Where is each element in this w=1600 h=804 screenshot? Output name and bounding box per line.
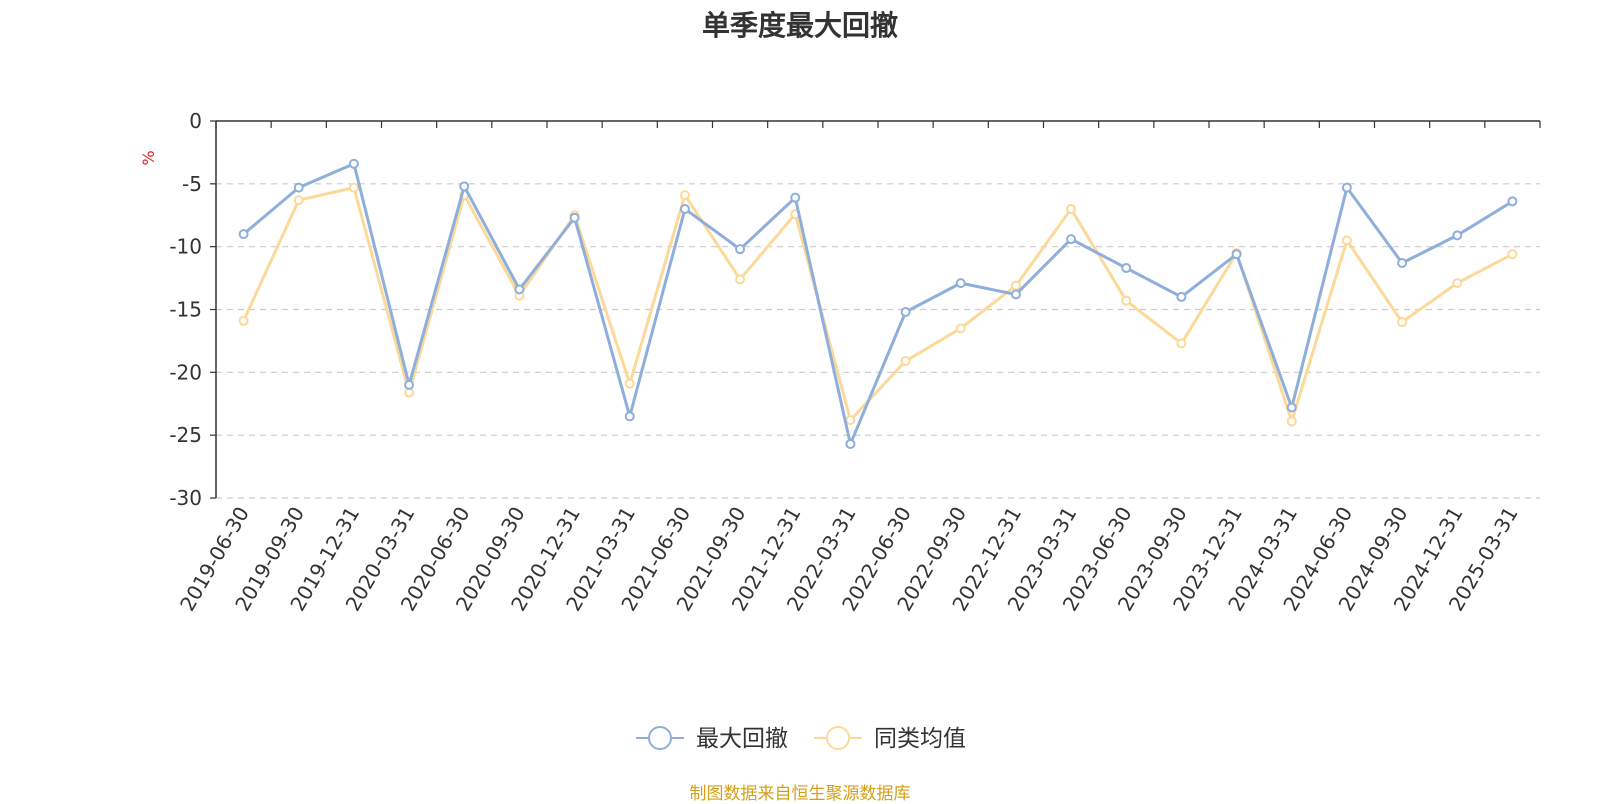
series-lines xyxy=(238,158,1518,449)
data-point xyxy=(293,195,304,206)
data-point xyxy=(1397,317,1408,328)
data-point xyxy=(1231,249,1242,260)
data-point xyxy=(679,190,690,201)
data-point xyxy=(1176,291,1187,302)
data-point xyxy=(679,203,690,214)
series-line xyxy=(242,162,1514,446)
data-point xyxy=(790,192,801,203)
data-point xyxy=(1452,230,1463,241)
y-axis-ticks: 0 -5 -10 -15 -20 -25 -30 xyxy=(169,109,216,510)
data-point xyxy=(900,356,911,367)
data-source-note: 制图数据来自恒生聚源数据库 xyxy=(689,784,911,804)
data-point xyxy=(1507,249,1518,260)
series-line xyxy=(242,186,1514,423)
x-axis-ticks: 2019-06-302019-09-302019-12-312020-03-31… xyxy=(175,121,1541,615)
gridlines xyxy=(216,183,1540,499)
legend-marker xyxy=(826,726,850,750)
data-point xyxy=(1066,234,1077,245)
chart-title: 单季度最大回撤 xyxy=(701,9,898,42)
data-point xyxy=(348,158,359,169)
data-point xyxy=(1176,338,1187,349)
data-point xyxy=(348,182,359,193)
legend-label: 最大回撤 xyxy=(696,726,788,752)
data-point xyxy=(293,182,304,193)
y-tick-label: -5 xyxy=(182,172,202,196)
legend: 最大回撤 同类均值 xyxy=(636,726,966,752)
series-max-drawdown xyxy=(238,158,1518,449)
y-tick-label: -15 xyxy=(169,298,202,322)
y-tick-label: -25 xyxy=(169,423,202,447)
y-axis-label: % xyxy=(139,150,158,165)
data-point xyxy=(1397,258,1408,269)
data-point xyxy=(1121,295,1132,306)
data-point xyxy=(514,284,525,295)
y-tick-label: -20 xyxy=(169,360,202,384)
data-point xyxy=(1452,278,1463,289)
y-tick-label: 0 xyxy=(189,109,202,133)
data-point xyxy=(955,278,966,289)
data-point xyxy=(735,274,746,285)
data-point xyxy=(1010,280,1021,291)
data-point xyxy=(1341,182,1352,193)
data-point xyxy=(238,229,249,240)
data-point xyxy=(238,315,249,326)
data-point xyxy=(900,307,911,318)
data-point xyxy=(845,415,856,426)
legend-label: 同类均值 xyxy=(874,726,966,752)
data-point xyxy=(624,411,635,422)
legend-item: 同类均值 xyxy=(814,726,966,752)
y-tick-label: -10 xyxy=(169,235,202,259)
data-point xyxy=(1121,263,1132,274)
data-point xyxy=(1010,289,1021,300)
data-point xyxy=(624,378,635,389)
data-point xyxy=(735,244,746,255)
data-point xyxy=(1286,402,1297,413)
data-point xyxy=(569,212,580,223)
series-peer-average xyxy=(238,182,1518,427)
legend-marker xyxy=(648,726,672,750)
data-point xyxy=(1066,203,1077,214)
data-point xyxy=(1341,235,1352,246)
data-point xyxy=(845,438,856,449)
data-point xyxy=(955,323,966,334)
y-tick-label: -30 xyxy=(169,486,202,510)
data-point xyxy=(404,379,415,390)
data-point xyxy=(1507,196,1518,207)
legend-item: 最大回撤 xyxy=(636,726,788,752)
data-point xyxy=(459,181,470,192)
data-point xyxy=(1286,416,1297,427)
